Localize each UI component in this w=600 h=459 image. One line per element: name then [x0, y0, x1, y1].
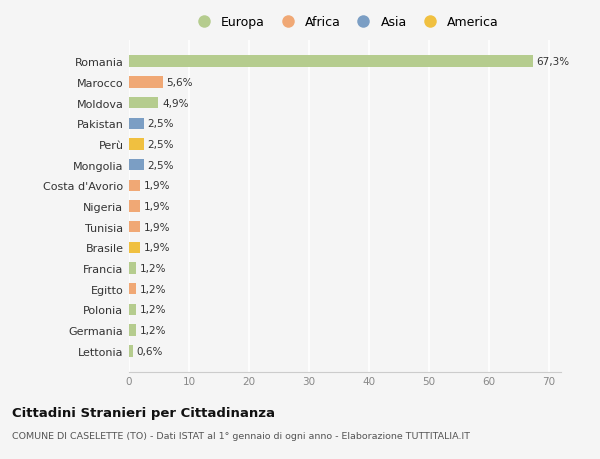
Bar: [129, 139, 144, 150]
Text: 2,5%: 2,5%: [148, 160, 174, 170]
Bar: [129, 77, 163, 88]
Bar: [129, 304, 136, 315]
Text: Cittadini Stranieri per Cittadinanza: Cittadini Stranieri per Cittadinanza: [12, 406, 275, 419]
Text: 2,5%: 2,5%: [148, 119, 174, 129]
Bar: [129, 160, 144, 171]
Bar: [129, 325, 136, 336]
Text: 1,9%: 1,9%: [144, 202, 170, 212]
Text: 1,2%: 1,2%: [140, 325, 166, 336]
Text: 1,9%: 1,9%: [144, 243, 170, 253]
Bar: [129, 98, 158, 109]
Bar: [129, 180, 140, 191]
Text: 2,5%: 2,5%: [148, 140, 174, 150]
Text: 1,2%: 1,2%: [140, 263, 166, 274]
Text: COMUNE DI CASELETTE (TO) - Dati ISTAT al 1° gennaio di ogni anno - Elaborazione : COMUNE DI CASELETTE (TO) - Dati ISTAT al…: [12, 431, 470, 441]
Text: 1,2%: 1,2%: [140, 284, 166, 294]
Text: 67,3%: 67,3%: [536, 57, 569, 67]
Text: 1,9%: 1,9%: [144, 181, 170, 191]
Bar: [129, 346, 133, 357]
Bar: [129, 242, 140, 253]
Bar: [129, 263, 136, 274]
Bar: [129, 118, 144, 129]
Text: 4,9%: 4,9%: [162, 98, 188, 108]
Text: 0,6%: 0,6%: [136, 346, 163, 356]
Bar: [129, 56, 533, 67]
Legend: Europa, Africa, Asia, America: Europa, Africa, Asia, America: [188, 14, 502, 32]
Bar: [129, 222, 140, 233]
Text: 1,2%: 1,2%: [140, 305, 166, 315]
Text: 5,6%: 5,6%: [166, 78, 193, 88]
Bar: [129, 284, 136, 295]
Text: 1,9%: 1,9%: [144, 222, 170, 232]
Bar: [129, 201, 140, 212]
